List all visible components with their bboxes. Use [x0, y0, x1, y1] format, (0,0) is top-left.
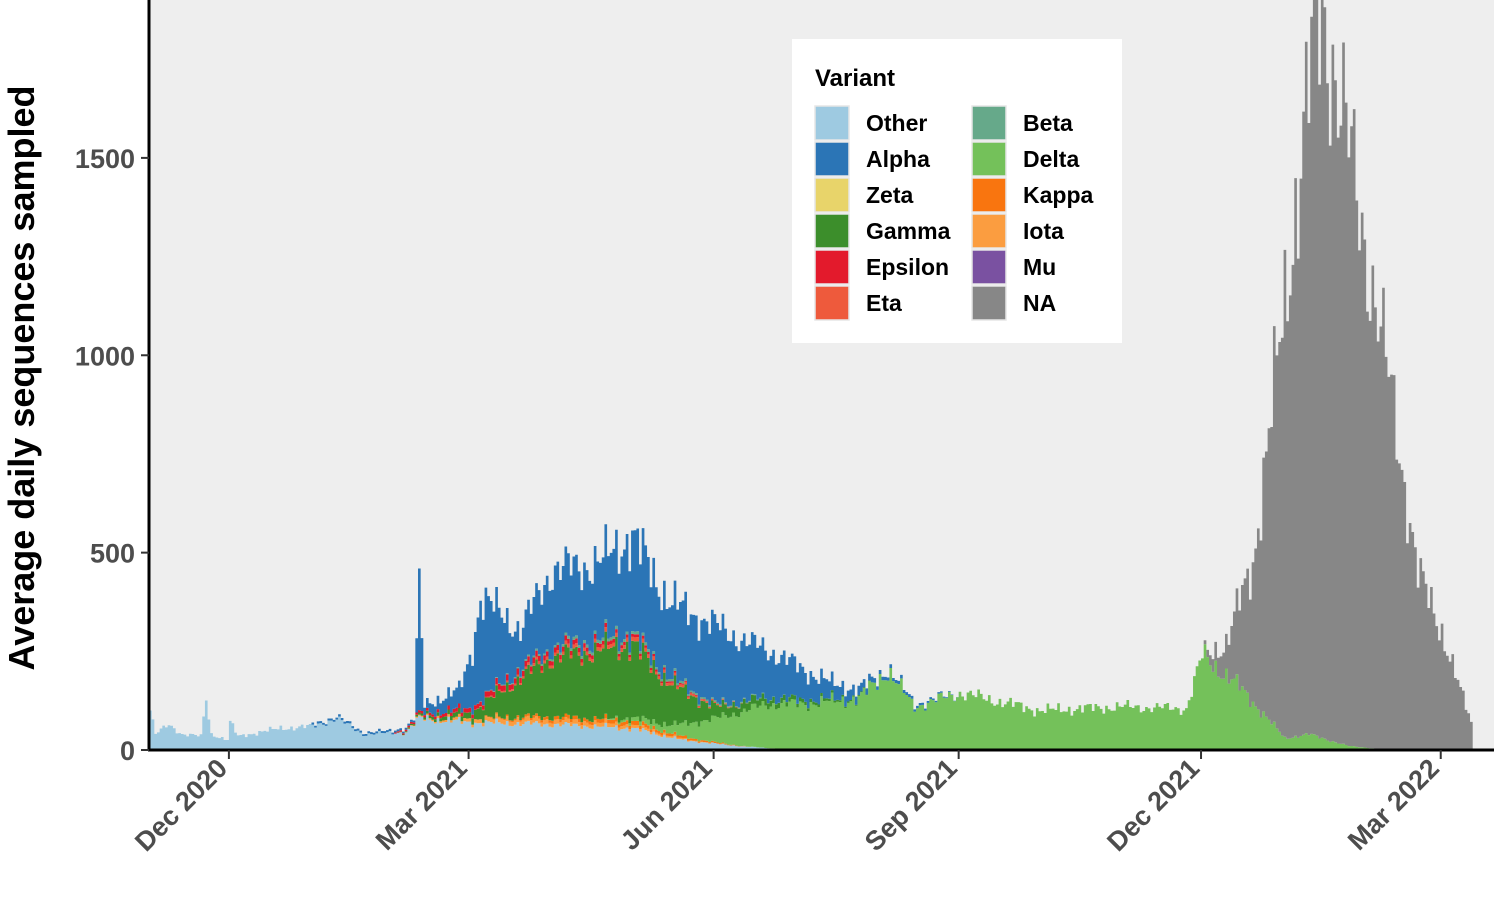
y-tick-label: 500 [90, 539, 135, 569]
legend-key-mu [971, 249, 1007, 285]
x-tick-label: Sep 2021 [859, 753, 963, 857]
x-tick-label: Jun 2021 [615, 753, 718, 856]
legend-title: Variant [815, 65, 895, 92]
x-tick-label: Mar 2021 [370, 753, 473, 856]
x-tick-label: Dec 2021 [1101, 753, 1205, 857]
legend-key-kappa [971, 177, 1007, 213]
x-tick-label: Dec 2020 [129, 753, 233, 857]
legend-key-alpha [814, 141, 850, 177]
legend-label-na: NA [1023, 290, 1056, 316]
legend-key-beta [971, 105, 1007, 141]
series-area-alpha [149, 524, 1473, 750]
series-area-na [149, 0, 1473, 750]
legend-label-gamma: Gamma [866, 218, 951, 244]
x-tick-label: Mar 2022 [1342, 753, 1445, 856]
legend-label-beta: Beta [1023, 110, 1073, 136]
legend-key-other [814, 105, 850, 141]
legend-label-other: Other [866, 110, 927, 136]
legend-key-eta [814, 285, 850, 321]
legend-label-kappa: Kappa [1023, 182, 1094, 208]
legend-label-eta: Eta [866, 290, 902, 316]
y-tick-label: 1000 [75, 341, 135, 371]
series-area-other [149, 700, 1473, 750]
legend-label-epsilon: Epsilon [866, 254, 949, 280]
y-tick-label: 0 [120, 736, 135, 766]
legend: Variant Other Alpha Zeta Gamma Epsilon Eta Beta… [792, 39, 1122, 343]
legend-key-zeta [814, 177, 850, 213]
legend-label-alpha: Alpha [866, 146, 930, 172]
legend-key-delta [971, 141, 1007, 177]
legend-key-epsilon [814, 249, 850, 285]
legend-label-delta: Delta [1023, 146, 1079, 172]
legend-label-mu: Mu [1023, 254, 1056, 280]
series-area-delta [149, 644, 1473, 750]
y-axis-title: Average daily sequences sampled [1, 86, 42, 671]
series-areas [149, 0, 1473, 750]
legend-key-na [971, 285, 1007, 321]
legend-label-zeta: Zeta [866, 182, 914, 208]
y-tick-label: 1500 [75, 144, 135, 174]
legend-label-iota: Iota [1023, 218, 1064, 244]
legend-key-gamma [814, 213, 850, 249]
legend-key-iota [971, 213, 1007, 249]
